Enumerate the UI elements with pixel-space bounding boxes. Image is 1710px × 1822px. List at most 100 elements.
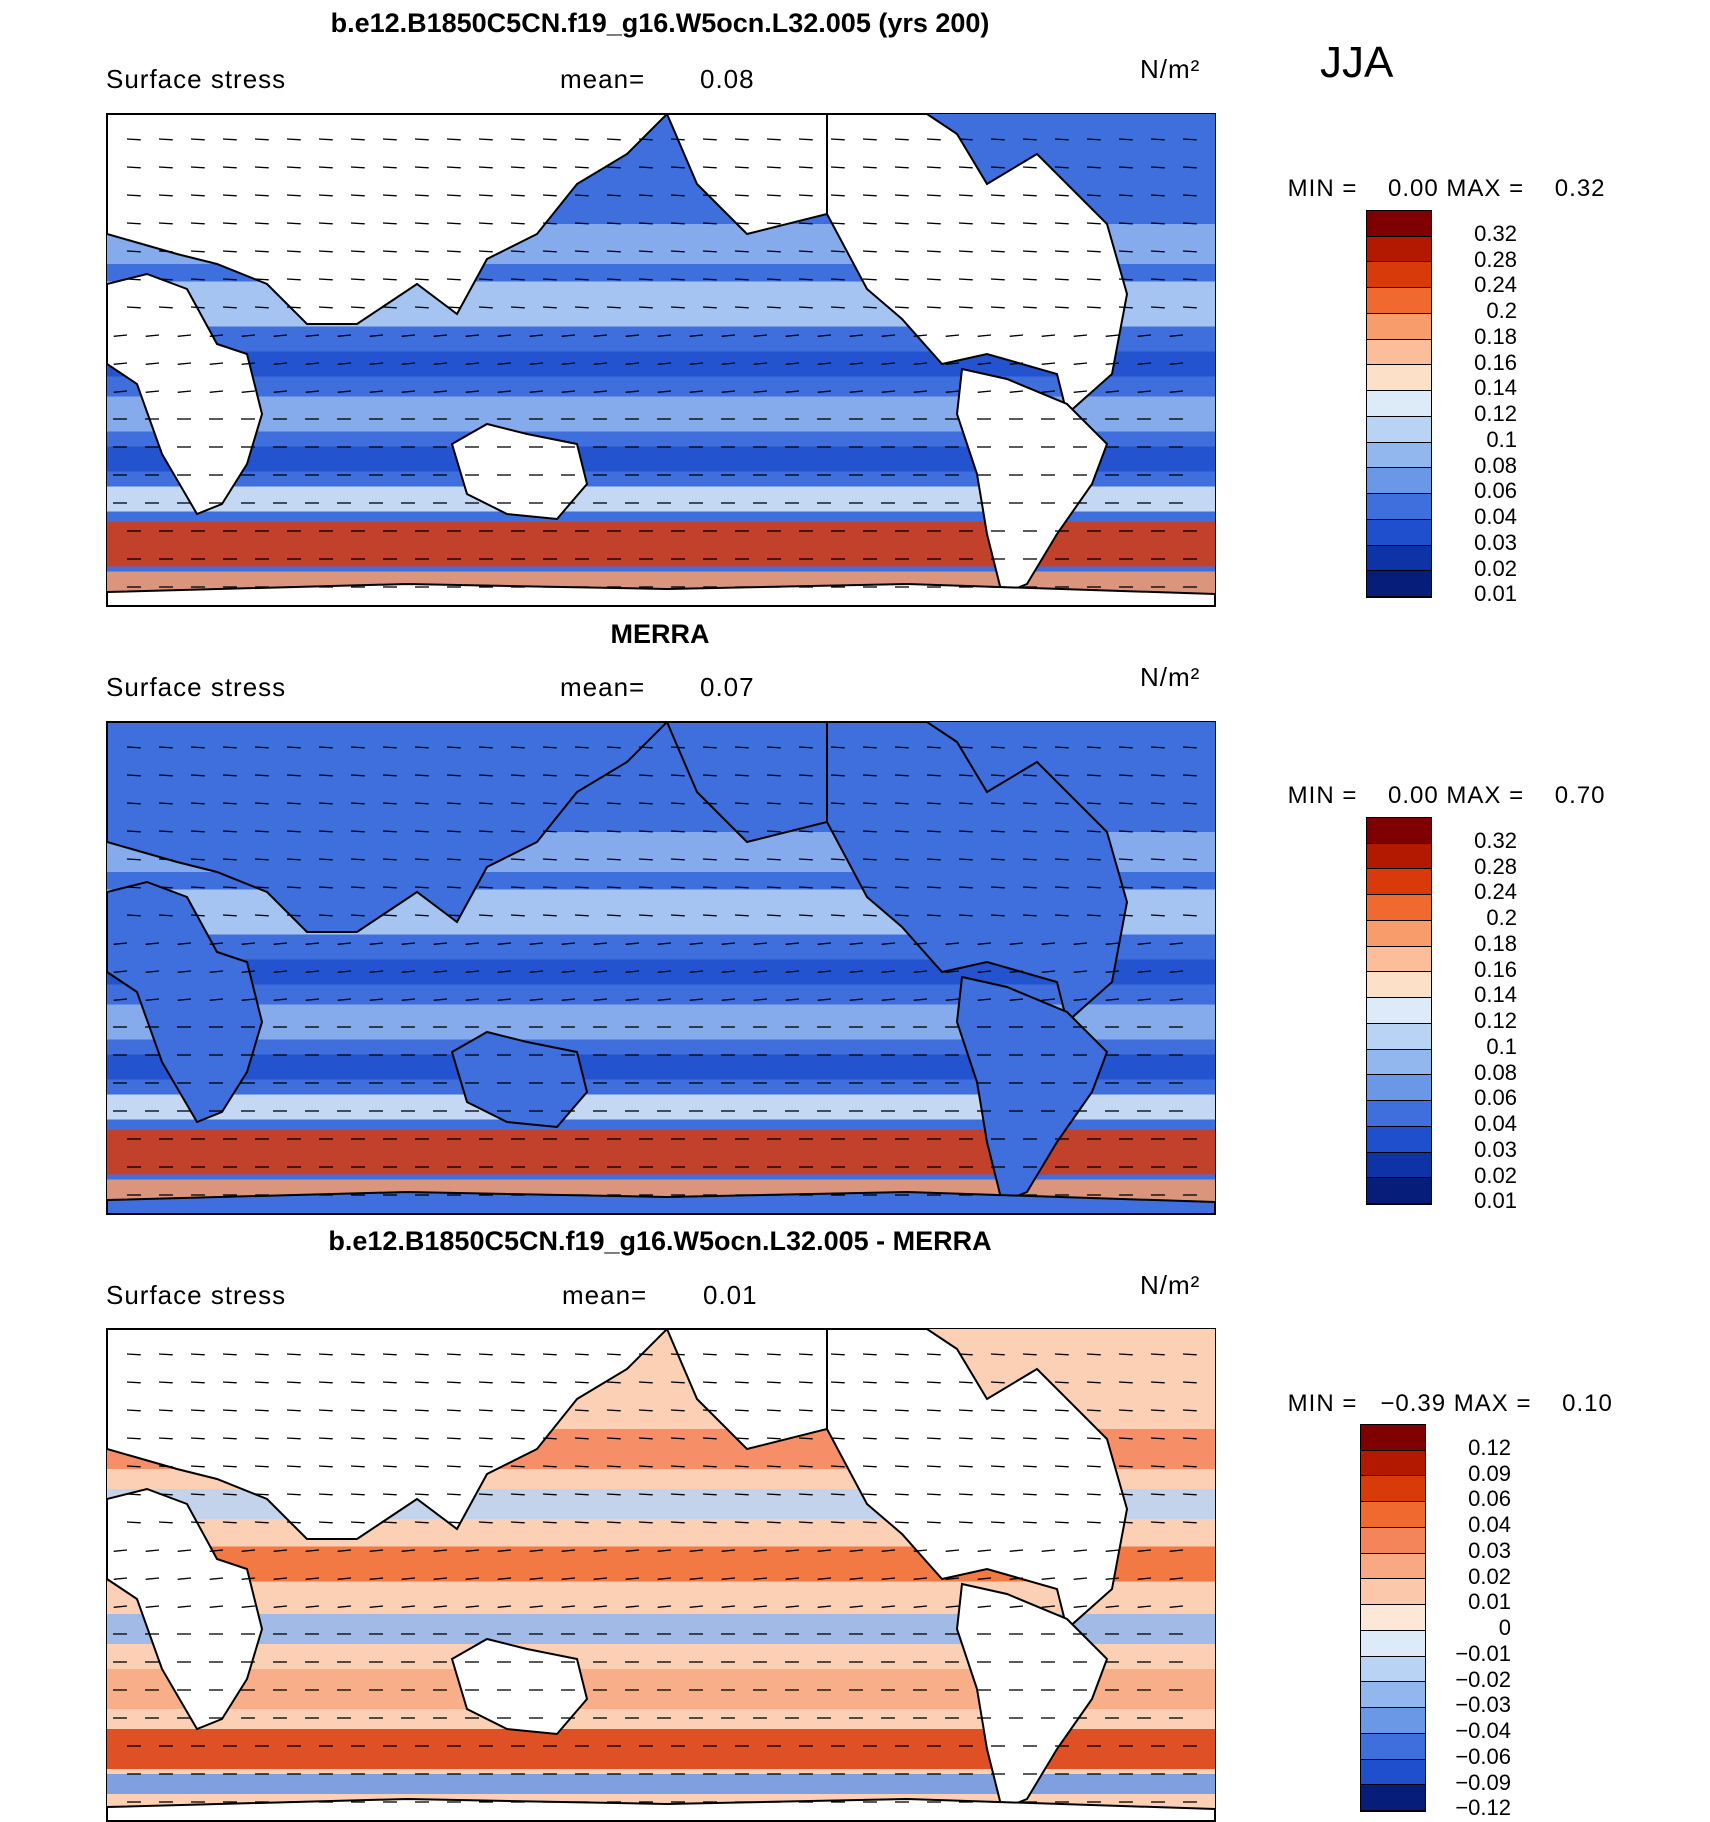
wind-vector [382,278,397,281]
wind-vector [638,278,653,281]
wind-vector [414,914,429,917]
wind-vector [1118,1437,1133,1440]
wind-vector [1150,1493,1165,1496]
wind-vector [849,942,864,945]
wind-vector [497,1549,512,1552]
wind-vector [753,970,768,973]
wind-vector [1054,222,1069,225]
wind-vector [414,830,429,833]
wind-vector [766,1521,781,1524]
wind-vector [350,1409,365,1412]
wind-vector [638,250,653,253]
colorbar-tick-label: 0.01 [1468,1589,1511,1615]
wind-vector [913,970,928,973]
wind-vector [702,1465,717,1468]
wind-vector [497,390,512,393]
wind-vector [574,858,589,861]
wind-vector [958,222,973,225]
colorbar-tick-label: −0.09 [1455,1769,1511,1795]
wind-vector [286,886,301,889]
wind-vector [286,194,301,197]
wind-vector [465,942,480,945]
wind-vector [798,1493,813,1496]
wind-vector [574,222,589,225]
wind-vector [830,802,845,805]
wind-vector [478,306,493,309]
colorbar-swatch [1361,1579,1425,1606]
wind-vector [1086,1437,1101,1440]
wind-vector [510,1409,525,1412]
wind-vector [625,362,640,365]
wind-vector [497,970,512,973]
wind-vector [478,1437,493,1440]
wind-vector [606,774,621,777]
wind-vector [606,1409,621,1412]
wind-vector [1137,998,1152,1001]
wind-vector [1086,914,1101,917]
wind-vector [990,138,1005,141]
wind-vector [1118,914,1133,917]
wind-vector [1150,1409,1165,1412]
wind-vector [721,362,736,365]
wind-vector [286,1381,301,1384]
continent-outline [955,975,1109,1204]
wind-vector [1073,942,1088,945]
wind-vector [1150,830,1165,833]
wind-vector [1150,886,1165,889]
wind-vector [753,390,768,393]
wind-vector [638,830,653,833]
wind-vector [222,746,237,749]
wind-vector [126,1465,141,1468]
wind-vector [1054,746,1069,749]
wind-vector [222,1465,237,1468]
wind-vector [1150,1521,1165,1524]
wind-vector [1086,1381,1101,1384]
wind-vector [510,746,525,749]
wind-vector [113,1577,128,1580]
wind-vector [433,1549,448,1552]
wind-vector [766,1437,781,1440]
colorbar-tick-label: 0.09 [1468,1460,1511,1486]
wind-vector [273,362,288,365]
wind-vector [273,998,288,1001]
wind-vector [1054,1465,1069,1468]
wind-vector [273,390,288,393]
wind-vector [369,942,384,945]
colorbar-swatch [1367,571,1431,597]
wind-vector [913,998,928,1001]
wind-vector [574,166,589,169]
wind-vector [958,138,973,141]
wind-vector [574,306,589,309]
wind-vector [1022,1353,1037,1356]
wind-vector [574,830,589,833]
colorbar-swatch [1367,494,1431,520]
wind-vector [209,390,224,393]
wind-vector [1073,390,1088,393]
wind-vector [638,222,653,225]
wind-vector [606,166,621,169]
wind-vector [753,998,768,1001]
wind-vector [254,774,269,777]
wind-vector [926,138,941,141]
wind-vector [1009,334,1024,337]
wind-vector [337,390,352,393]
wind-vector [990,746,1005,749]
wind-vector [510,886,525,889]
wind-vector [510,1521,525,1524]
wind-vector [1118,1381,1133,1384]
colorbar-tick-label: 0.06 [1474,478,1517,504]
wind-vector [158,886,173,889]
continent-outline [826,722,1129,1024]
wind-vector [817,942,832,945]
wind-vector [414,1493,429,1496]
colorbar-swatch [1367,1152,1431,1179]
wind-vector [766,1381,781,1384]
wind-vector [958,1381,973,1384]
wind-vector [990,1437,1005,1440]
wind-vector [1118,250,1133,253]
colorbar-swatch [1361,1785,1425,1811]
colorbar-swatch [1361,1476,1425,1503]
wind-vector [638,1409,653,1412]
wind-vector [830,886,845,889]
wind-vector [894,1381,909,1384]
